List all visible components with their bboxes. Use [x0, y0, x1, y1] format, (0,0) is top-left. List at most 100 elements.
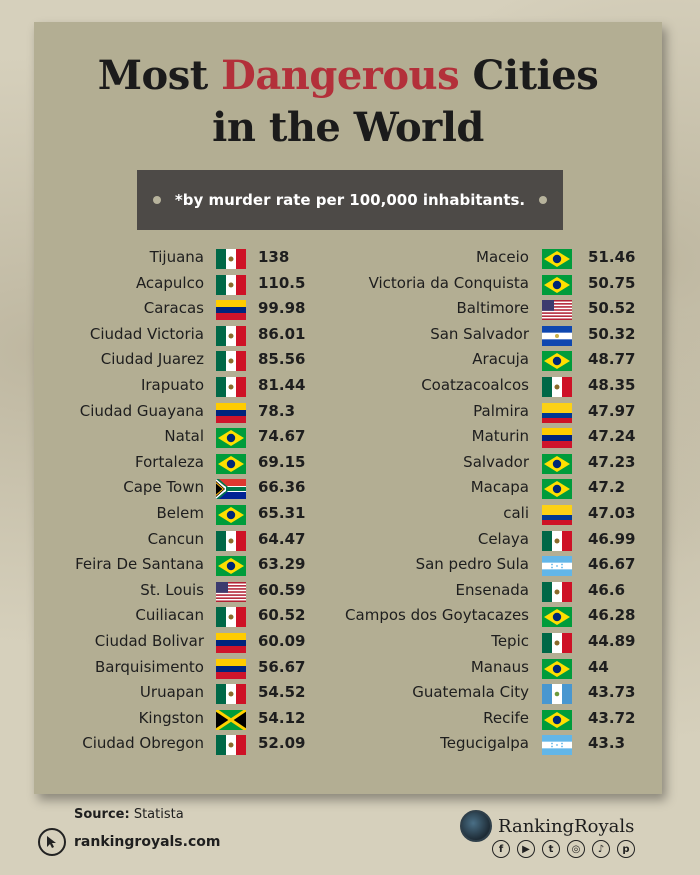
- venezuela-flag-icon: [216, 659, 246, 679]
- city-name: Barquisimento: [95, 658, 204, 676]
- city-name: cali: [503, 504, 529, 522]
- city-name: Cuiliacan: [135, 606, 204, 624]
- instagram-icon[interactable]: ◎: [567, 840, 585, 858]
- murder-rate-value: 78.3: [258, 402, 296, 420]
- mexico-flag-icon: [216, 735, 246, 755]
- brazil-flag-icon: [542, 607, 572, 627]
- tiktok-icon[interactable]: ♪: [592, 840, 610, 858]
- murder-rate-value: 46.6: [588, 581, 626, 599]
- brazil-flag-icon: [542, 659, 572, 679]
- jamaica-flag-icon: [216, 710, 246, 730]
- murder-rate-value: 47.97: [588, 402, 636, 420]
- brazil-flag-icon: [542, 275, 572, 295]
- city-name: San Salvador: [430, 325, 529, 343]
- city-name: Fortaleza: [135, 453, 204, 471]
- source-line: Source: Statista: [74, 807, 184, 822]
- murder-rate-value: 46.99: [588, 530, 636, 548]
- venezuela-flag-icon: [216, 403, 246, 423]
- youtube-icon[interactable]: ▶: [517, 840, 535, 858]
- poster: Most Dangerous Cities in the World *by m…: [34, 22, 662, 794]
- facebook-icon[interactable]: f: [492, 840, 510, 858]
- murder-rate-value: 48.77: [588, 350, 636, 368]
- murder-rate-value: 50.52: [588, 299, 636, 317]
- source-label: Source:: [74, 807, 130, 822]
- brazil-flag-icon: [216, 428, 246, 448]
- cursor-icon: [38, 828, 66, 856]
- el-salvador-flag-icon: [542, 326, 572, 346]
- murder-rate-value: 46.28: [588, 606, 636, 624]
- brazil-flag-icon: [542, 351, 572, 371]
- brazil-flag-icon: [216, 454, 246, 474]
- twitter-icon[interactable]: t: [542, 840, 560, 858]
- city-name: Maturin: [471, 427, 529, 445]
- brazil-flag-icon: [542, 454, 572, 474]
- city-name: Feira De Santana: [75, 555, 204, 573]
- murder-rate-value: 110.5: [258, 274, 306, 292]
- murder-rate-value: 65.31: [258, 504, 306, 522]
- murder-rate-value: 74.67: [258, 427, 306, 445]
- city-name: Victoria da Conquista: [368, 274, 529, 292]
- murder-rate-value: 43.73: [588, 683, 636, 701]
- page-title: Most Dangerous Cities: [97, 52, 599, 99]
- city-name: Baltimore: [456, 299, 529, 317]
- city-name: Celaya: [477, 530, 529, 548]
- website-link[interactable]: rankingroyals.com: [38, 828, 220, 856]
- brand: RankingRoyals: [460, 810, 634, 842]
- city-name: Guatemala City: [412, 683, 529, 701]
- usa-flag-icon: [542, 300, 572, 320]
- guatemala-flag-icon: [542, 684, 572, 704]
- city-name: St. Louis: [140, 581, 204, 599]
- mexico-flag-icon: [216, 607, 246, 627]
- mexico-flag-icon: [216, 377, 246, 397]
- city-name: Ensenada: [455, 581, 529, 599]
- murder-rate-value: 46.67: [588, 555, 636, 573]
- subtitle-bar: *by murder rate per 100,000 inhabitants.: [137, 170, 563, 230]
- city-name: Ciudad Bolivar: [94, 632, 204, 650]
- mexico-flag-icon: [216, 249, 246, 269]
- mexico-flag-icon: [216, 275, 246, 295]
- website-url: rankingroyals.com: [74, 834, 221, 850]
- pinterest-icon[interactable]: p: [617, 840, 635, 858]
- murder-rate-value: 81.44: [258, 376, 306, 394]
- usa-flag-icon: [216, 582, 246, 602]
- murder-rate-value: 64.47: [258, 530, 306, 548]
- venezuela-flag-icon: [216, 633, 246, 653]
- city-name: Aracuja: [472, 350, 529, 368]
- source-value: Statista: [133, 807, 184, 822]
- murder-rate-value: 50.75: [588, 274, 636, 292]
- bullet-dot-icon: [152, 196, 161, 204]
- brazil-flag-icon: [542, 479, 572, 499]
- city-name: Acapulco: [135, 274, 204, 292]
- city-name: Cape Town: [123, 478, 204, 496]
- murder-rate-value: 60.52: [258, 606, 306, 624]
- city-name: Campos dos Goytacazes: [345, 606, 529, 624]
- murder-rate-value: 56.67: [258, 658, 306, 676]
- mexico-flag-icon: [216, 531, 246, 551]
- brazil-flag-icon: [542, 249, 572, 269]
- city-name: Natal: [164, 427, 204, 445]
- city-name: Coatzacoalcos: [421, 376, 529, 394]
- murder-rate-value: 48.35: [588, 376, 636, 394]
- city-name: Belem: [156, 504, 204, 522]
- honduras-flag-icon: [542, 735, 572, 755]
- murder-rate-value: 138: [258, 248, 290, 266]
- murder-rate-value: 50.32: [588, 325, 636, 343]
- murder-rate-value: 69.15: [258, 453, 306, 471]
- city-name: Tepic: [491, 632, 529, 650]
- city-name: Kingston: [138, 709, 204, 727]
- murder-rate-value: 47.2: [588, 478, 626, 496]
- murder-rate-value: 47.03: [588, 504, 636, 522]
- murder-rate-value: 85.56: [258, 350, 306, 368]
- brazil-flag-icon: [216, 556, 246, 576]
- city-name: Ciudad Guayana: [79, 402, 204, 420]
- murder-rate-value: 43.72: [588, 709, 636, 727]
- murder-rate-value: 54.12: [258, 709, 306, 727]
- city-name: Recife: [483, 709, 529, 727]
- murder-rate-value: 51.46: [588, 248, 636, 266]
- city-name: Uruapan: [139, 683, 204, 701]
- south-africa-flag-icon: [216, 479, 246, 499]
- murder-rate-value: 52.09: [258, 734, 306, 752]
- murder-rate-value: 99.98: [258, 299, 306, 317]
- mexico-flag-icon: [542, 377, 572, 397]
- murder-rate-value: 43.3: [588, 734, 626, 752]
